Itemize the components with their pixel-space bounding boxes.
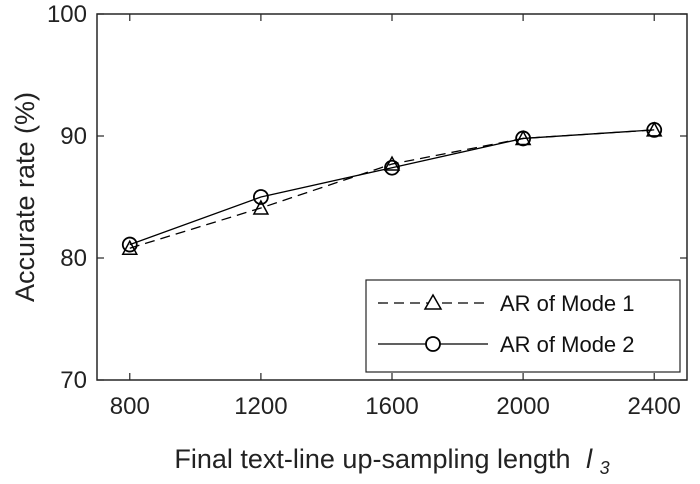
legend-marker-mode-2: [425, 336, 441, 352]
y-axis-title: Accurate rate (%): [10, 92, 40, 302]
x-tick-label: 2000: [496, 393, 549, 420]
point-mode-1: [121, 239, 139, 255]
point-mode-2: [515, 130, 532, 147]
x-tick-label: 1600: [365, 393, 418, 420]
legend-marker-mode-1: [423, 293, 443, 310]
point-mode-1: [645, 121, 663, 137]
y-axis: 70 80 90 100: [47, 1, 687, 394]
legend-box: [365, 279, 681, 373]
x-axis-title-text: Final text-line up-sampling length: [174, 444, 570, 474]
legend-label-mode-1: AR of Mode 1: [500, 291, 635, 316]
series-layer: [121, 121, 663, 255]
y-tick-label: 80: [60, 245, 87, 272]
x-tick-label: 2400: [628, 393, 681, 420]
point-mode-2: [121, 236, 138, 253]
point-mode-1: [383, 155, 401, 171]
point-mode-2: [252, 189, 269, 205]
x-axis-title-variable: l: [586, 444, 593, 474]
y-tick-label: 90: [60, 123, 87, 150]
point-mode-2: [646, 121, 663, 138]
point-mode-2: [384, 159, 400, 176]
x-tick-label: 800: [110, 393, 150, 420]
x-tick-label: 1200: [234, 393, 287, 420]
series-line-mode-2: [129, 129, 655, 246]
legend: AR of Mode 1 AR of Mode 2: [365, 279, 681, 373]
legend-label-mode-2: AR of Mode 2: [500, 332, 635, 357]
x-axis-title: Final text-line up-sampling length l 3: [174, 444, 609, 478]
point-mode-1: [514, 129, 532, 146]
y-tick-label: 100: [47, 1, 87, 28]
x-axis: 800 1200 1600 2000 2400: [110, 14, 681, 420]
x-axis-title-subscript: 3: [600, 458, 610, 478]
y-tick-label: 70: [60, 367, 87, 394]
point-mode-1: [252, 199, 270, 215]
